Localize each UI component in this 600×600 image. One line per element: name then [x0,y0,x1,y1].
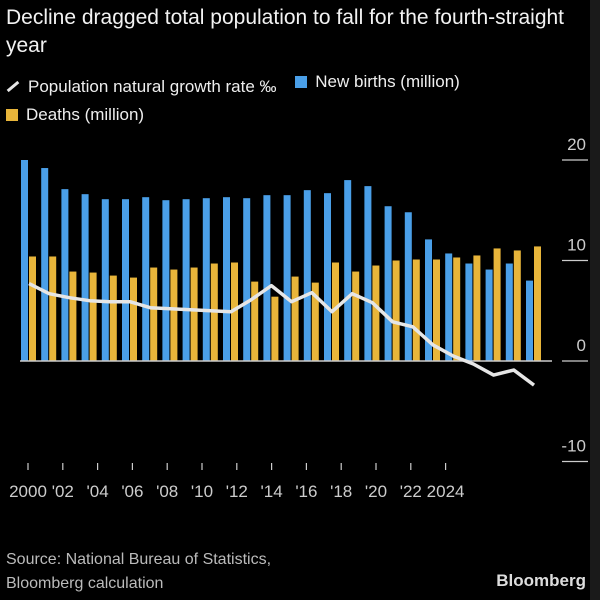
births-bar [202,198,210,361]
deaths-bar [69,271,77,361]
x-tick-label: '16 [295,482,317,501]
deaths-bar [453,257,461,361]
deaths-bar [89,272,97,361]
legend-growth-label: Population natural growth rate ‰ [28,76,277,96]
births-swatch-icon [295,76,308,88]
births-bar [344,180,352,361]
x-tick-label: '22 [400,482,422,501]
legend-deaths: Deaths (million) [6,101,144,129]
births-bar [61,189,69,361]
deaths-bar [392,260,400,361]
deaths-bar [150,267,158,361]
x-tick-label: '20 [365,482,387,501]
births-bar [445,253,453,361]
x-tick-label: '08 [156,482,178,501]
deaths-bar [271,296,279,361]
x-tick-label: '12 [226,482,248,501]
legend-births-label: New births (million) [315,72,460,91]
scroll-edge [590,0,600,600]
births-bar [263,195,271,361]
births-bar [21,160,28,361]
deaths-bar [493,248,501,361]
source-line-2: Bloomberg calculation [6,575,164,592]
deaths-bar [534,246,541,361]
source: Source: National Bureau of Statistics, B… [6,548,271,596]
deaths-bar [29,256,36,361]
deaths-bar [311,282,319,361]
legend: Population natural growth rate ‰ New bir… [6,68,596,130]
y-tick-label: -10 [561,437,586,456]
x-tick-label: '04 [87,482,109,501]
y-tick-label: 20 [567,135,586,154]
births-bar [162,200,170,361]
deaths-swatch-icon [6,108,18,121]
births-bar [182,199,190,361]
x-tick-label: 2000 [9,482,47,501]
deaths-bar [49,256,57,361]
births-bar [465,263,473,361]
x-tick-label: 2024 [427,482,465,501]
births-bar [364,186,372,361]
deaths-bar [332,262,339,361]
births-bar [81,194,89,361]
chart-title: Decline dragged total population to fall… [6,6,565,57]
deaths-bar [170,269,178,361]
deaths-bar [433,259,440,361]
x-tick-label: '18 [330,482,352,501]
x-tick-label: '14 [261,482,283,501]
births-bar [324,193,331,361]
x-tick-label: '02 [52,482,74,501]
deaths-bar [130,277,137,361]
births-bar [243,198,251,361]
births-bar [41,168,49,361]
legend-births: New births (million) [295,68,460,96]
bloomberg-logo: Bloomberg [496,571,586,590]
births-bar [505,263,513,361]
x-tick-label: '06 [121,482,143,501]
source-line-1: Source: National Bureau of Statistics, [6,551,272,568]
legend-deaths-label: Deaths (million) [26,104,145,124]
y-tick-label: 0 [577,336,586,355]
births-bar [425,239,432,361]
births-bar [526,280,533,361]
births-bar [101,199,109,361]
births-bar [303,190,311,361]
growth-rate-line [28,282,536,387]
deaths-bar [231,262,238,361]
deaths-bar [109,275,117,361]
births-bar [384,206,392,361]
y-tick-label: 10 [567,236,586,255]
births-bar [223,197,230,361]
births-bar [142,197,150,361]
deaths-bar [412,259,420,361]
deaths-bar [352,271,360,361]
deaths-bar [513,250,521,361]
deaths-bar [372,265,380,361]
x-tick-label: '10 [191,482,213,501]
legend-growth: Population natural growth rate ‰ [6,73,277,101]
births-bar [283,195,291,361]
births-bar [404,212,412,361]
deaths-bar [291,276,299,361]
deaths-bar [251,281,259,361]
births-bar [485,269,493,361]
deaths-bar [473,255,481,361]
births-bar [122,199,129,361]
deaths-bar [190,267,198,361]
